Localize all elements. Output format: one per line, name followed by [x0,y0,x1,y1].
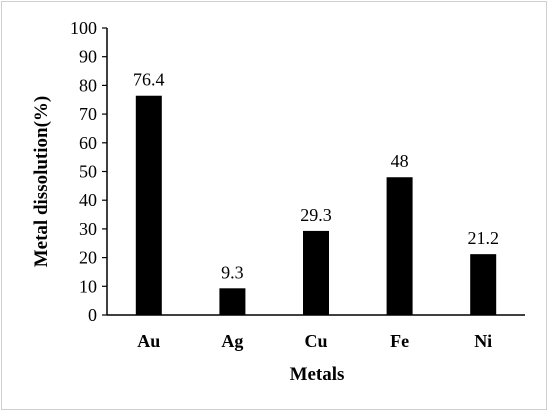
data-label-au: 76.4 [133,70,165,90]
y-tick-label: 20 [79,248,97,268]
bar-fe [386,177,413,315]
data-label-ni: 21.2 [467,228,499,248]
x-axis-title: Metals [290,364,345,385]
x-tick-label-ag: Ag [221,331,243,351]
x-axis-category-labels: Au Ag Cu Fe Ni [137,331,492,351]
bars [135,95,497,316]
bar-cu [303,230,329,315]
y-tick-label: 50 [79,162,97,182]
bar-ag [219,288,246,315]
bar-ni [470,254,497,315]
y-tick-label: 30 [79,219,97,239]
y-tick-label: 0 [88,305,97,325]
x-tick-label-au: Au [137,331,160,351]
x-tick-label-fe: Fe [390,331,409,351]
data-label-cu: 29.3 [300,205,332,225]
y-tick-label: 40 [79,190,97,210]
x-tick-label-cu: Cu [304,331,327,351]
x-tick-label-ni: Ni [474,331,492,351]
y-tick-label: 70 [79,104,97,124]
bar-au [135,95,162,316]
y-axis-ticks: 0 10 20 30 40 50 60 70 80 90 100 [70,18,107,325]
y-axis-title: Metal dissolution(%) [31,96,52,268]
data-label-ag: 9.3 [221,262,244,282]
y-tick-label: 90 [79,47,97,67]
y-tick-label: 60 [79,133,97,153]
y-tick-label: 10 [79,276,97,296]
data-label-fe: 48 [391,151,409,171]
data-labels: 76.4 9.3 29.3 48 21.2 [133,70,499,283]
y-tick-label: 80 [79,75,97,95]
y-tick-label: 100 [70,18,97,38]
